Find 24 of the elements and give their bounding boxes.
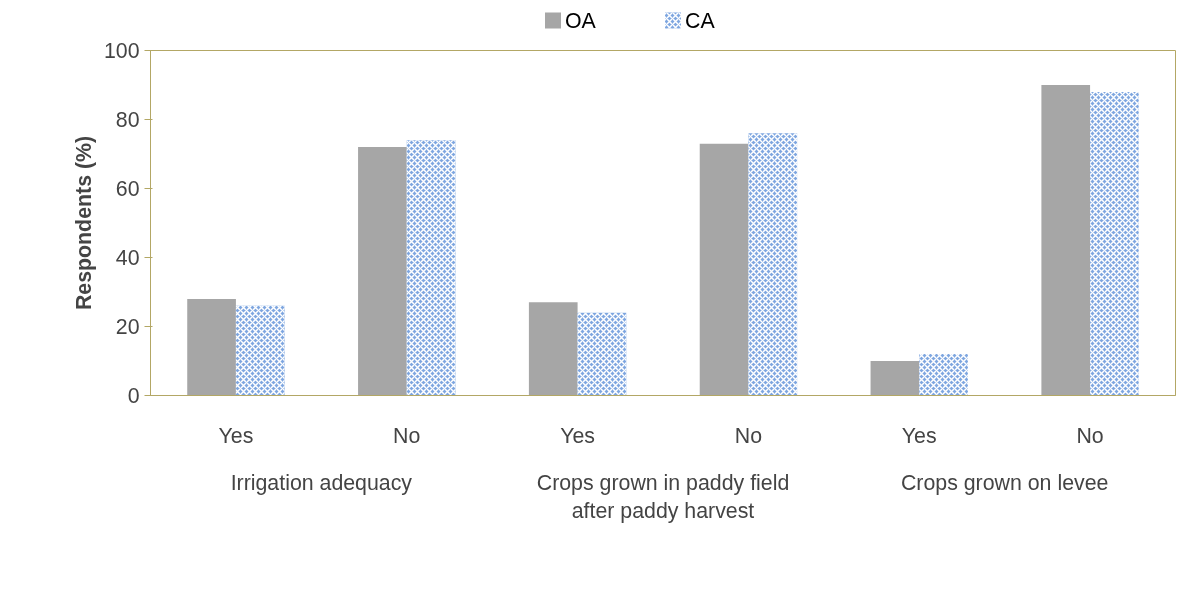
- x-tick-label: Yes: [901, 423, 937, 448]
- y-tick-label: 80: [115, 108, 140, 132]
- y-tick-label: 100: [103, 39, 140, 63]
- text: Crops grown on levee: [900, 470, 1109, 495]
- bar: [528, 302, 578, 396]
- text: Irrigation adequacy: [230, 470, 413, 495]
- y-tick-label: 0: [127, 384, 140, 408]
- y-tick-label: 40: [115, 246, 140, 270]
- bar: [699, 143, 749, 396]
- y-tick-label: 20: [115, 315, 140, 339]
- legend-label: OA: [565, 8, 597, 33]
- bar: [1041, 85, 1091, 396]
- bar: [187, 298, 236, 396]
- x-tick-label: Yes: [560, 423, 595, 448]
- x-tick-label: No: [393, 423, 421, 448]
- y-axis-title: Respondents (%): [71, 135, 96, 311]
- x-tick-label: No: [1076, 423, 1104, 448]
- y-tick-label: 60: [115, 177, 140, 201]
- x-tick-label: No: [734, 423, 763, 448]
- bar: [870, 361, 920, 396]
- legend-label: CA: [685, 8, 716, 33]
- text: Crops grown in paddy field after paddy harvest: [536, 470, 790, 524]
- bar: [358, 147, 407, 396]
- x-tick-label: Yes: [218, 423, 254, 448]
